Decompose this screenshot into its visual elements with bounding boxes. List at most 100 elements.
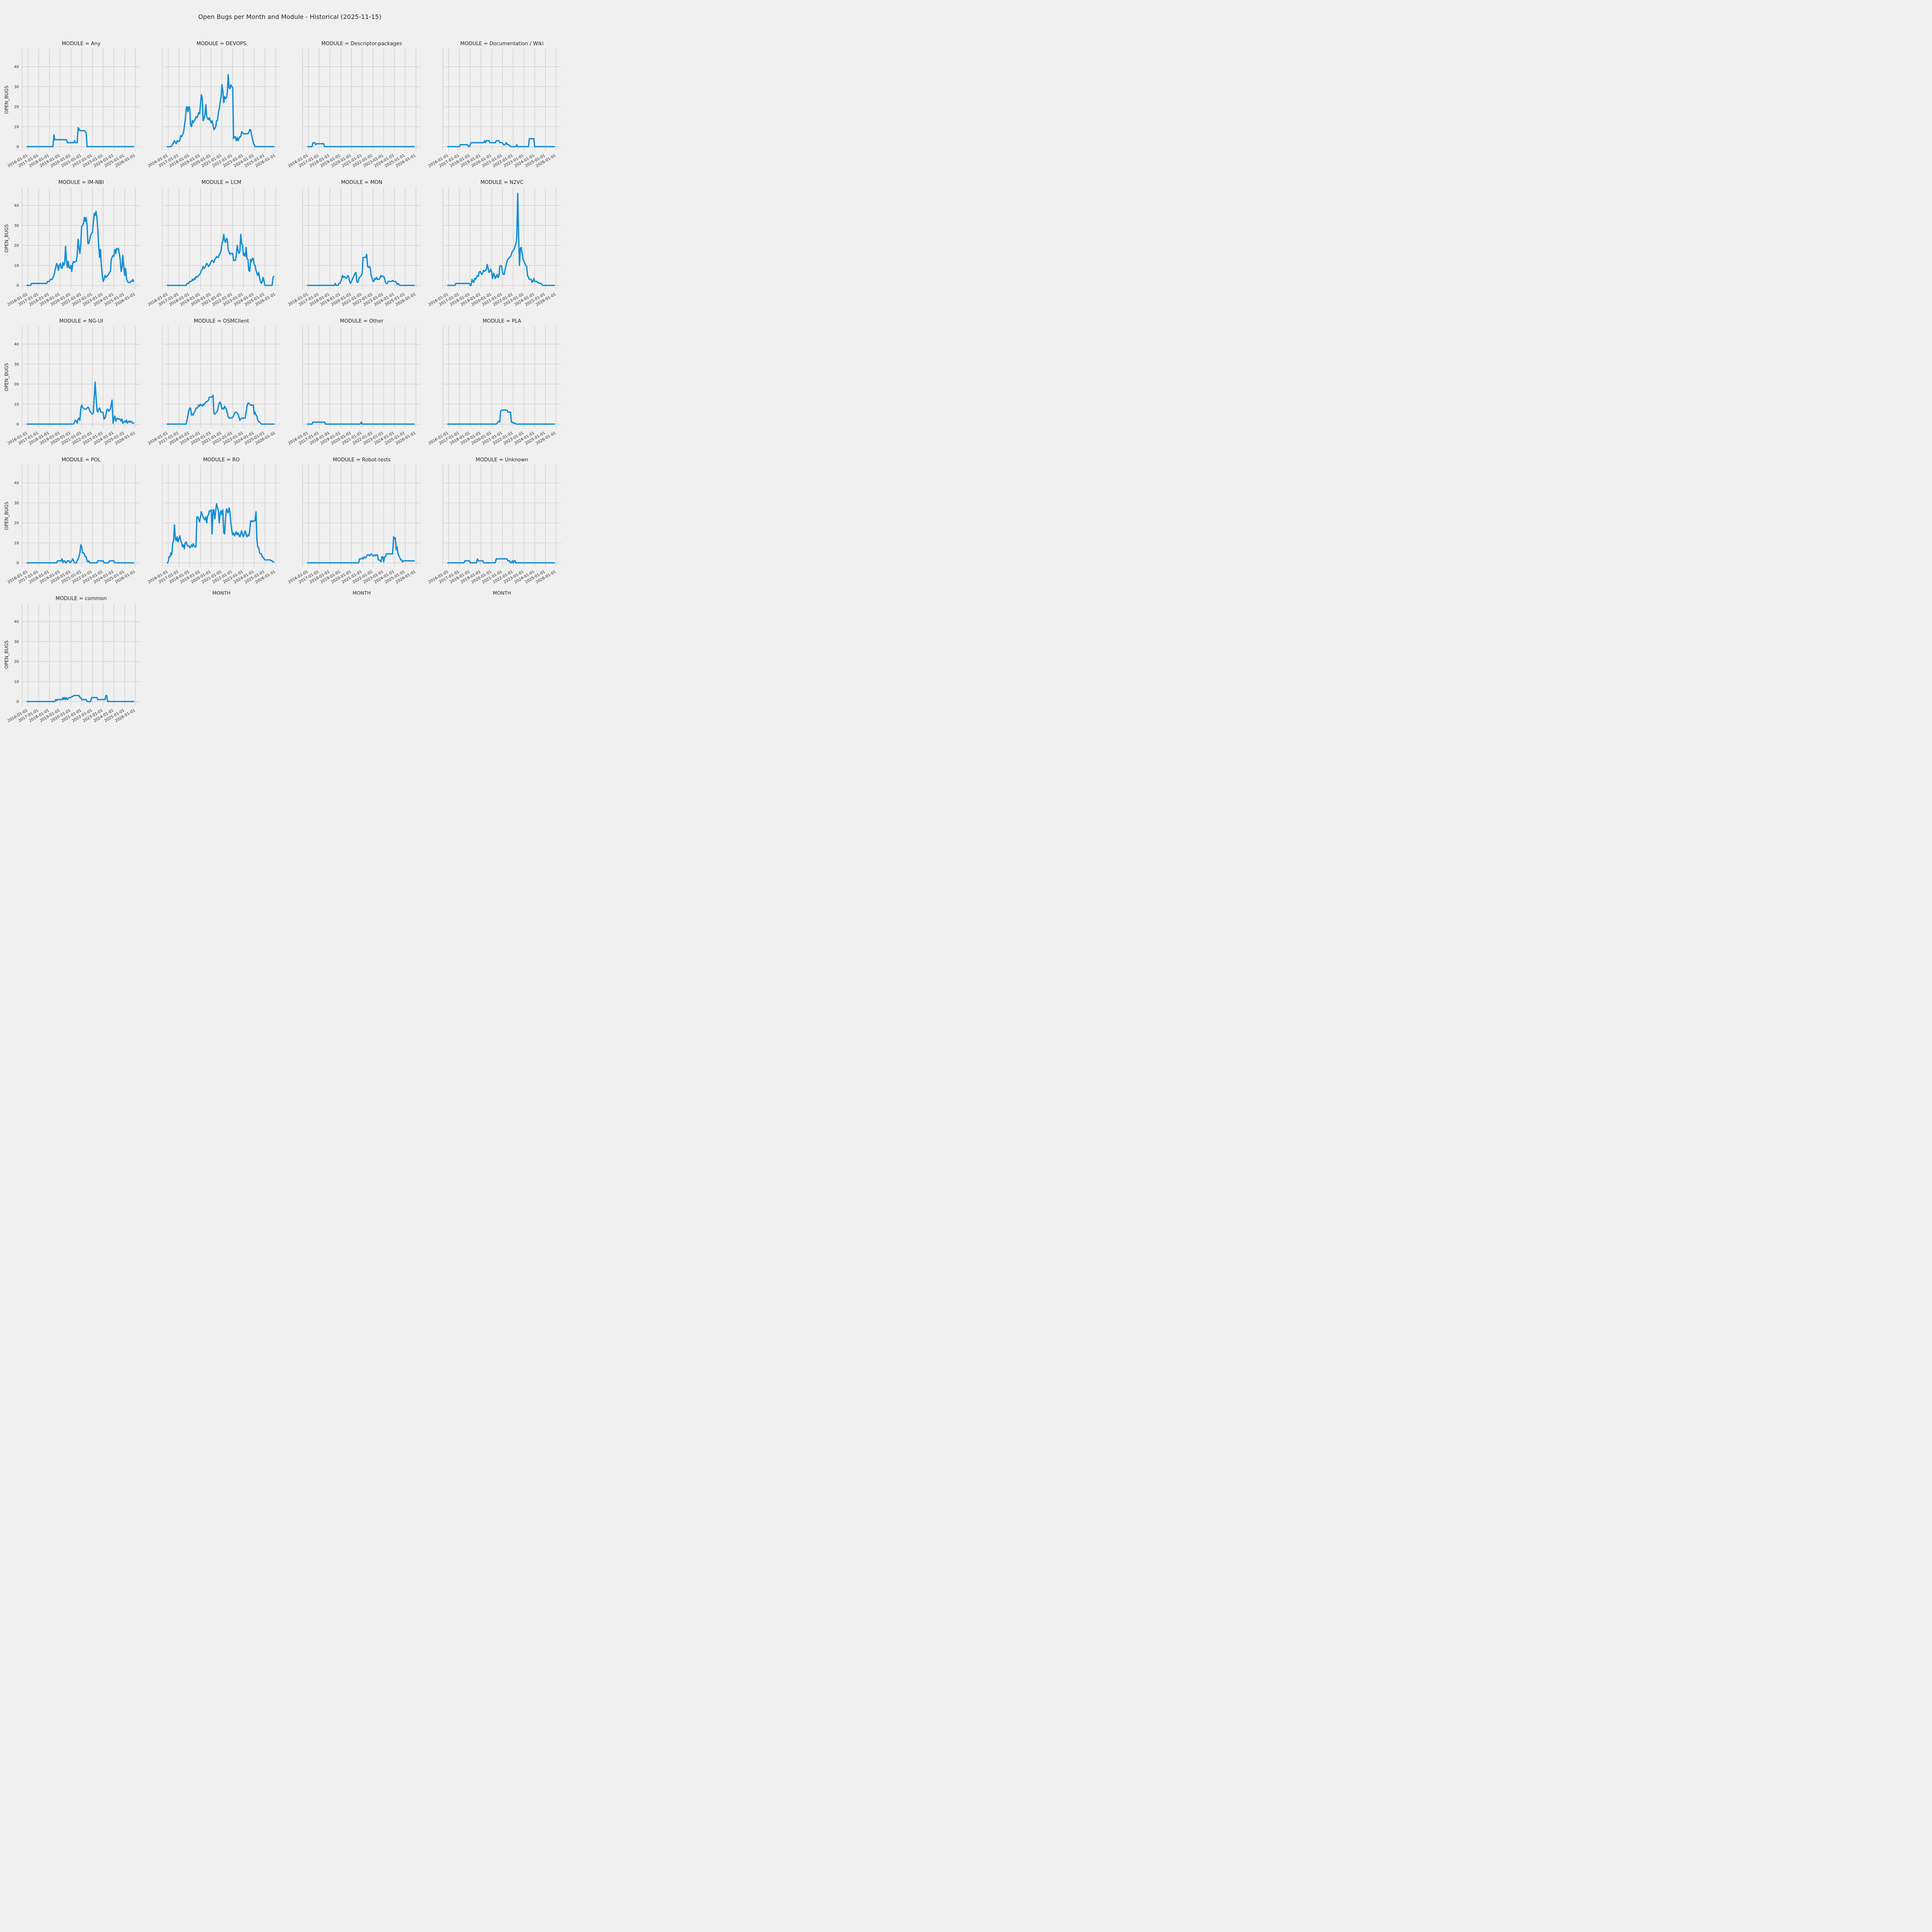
series-line (167, 503, 275, 564)
subplot-pla: MODULE = PLA2016-01-012017-01-012018-01-… (428, 318, 561, 446)
y-axis-label: OPEN_BUGS (4, 640, 9, 668)
gridlines (442, 465, 561, 567)
y-tick-label: 40 (14, 620, 19, 624)
facet-title: MODULE = Unknown (476, 457, 528, 463)
series-line (167, 233, 275, 286)
y-tick-label: 30 (14, 501, 19, 505)
facet-title: MODULE = Any (62, 41, 101, 47)
y-tick-label: 0 (17, 561, 19, 565)
facet-title: MODULE = NG-UI (59, 318, 103, 324)
subplot-n2vc: MODULE = N2VC2016-01-012017-01-012018-01… (428, 180, 561, 307)
facet-title: MODULE = common (56, 596, 107, 602)
y-tick-label: 30 (14, 640, 19, 644)
subplot-ro: MODULE = RO2016-01-012017-01-012018-01-0… (147, 457, 281, 596)
y-tick-label: 30 (14, 224, 19, 228)
subplot-unknown: MODULE = Unknown2016-01-012017-01-012018… (428, 457, 561, 596)
gridlines (22, 49, 140, 151)
y-tick-label: 0 (17, 145, 19, 149)
series-line (167, 394, 275, 425)
y-tick-label: 20 (14, 383, 19, 387)
subplot-other: MODULE = Other2016-01-012017-01-012018-0… (287, 318, 421, 446)
y-tick-label: 20 (14, 521, 19, 526)
series-line (26, 381, 134, 425)
figure-title: Open Bugs per Month and Module - Histori… (198, 13, 382, 20)
series-line (307, 536, 415, 564)
facet-title: MODULE = PLA (483, 318, 521, 324)
gridlines (22, 326, 140, 428)
y-tick-label: 20 (14, 105, 19, 109)
series-line (26, 211, 134, 286)
facet-title: MODULE = IM-NBI (58, 180, 104, 185)
y-axis-label: OPEN_BUGS (4, 502, 9, 530)
subplot-mon: MODULE = MON2016-01-012017-01-012018-01-… (287, 180, 421, 307)
gridlines (162, 326, 281, 428)
y-tick-label: 30 (14, 362, 19, 367)
subplot-common: MODULE = common2016-01-012017-01-012018-… (4, 596, 140, 723)
series-line (447, 409, 555, 425)
facet-grid-chart: MODULE = Any2016-01-012017-01-012018-01-… (4, 41, 561, 723)
series-line (26, 544, 134, 564)
facet-title: MODULE = Documentation / Wiki (460, 41, 544, 47)
gridlines (442, 326, 561, 428)
gridlines (302, 49, 421, 151)
facet-title: MODULE = POL (62, 457, 101, 463)
y-tick-label: 40 (14, 342, 19, 347)
facet-title: MODULE = OSMClient (194, 318, 249, 324)
subplot-ng-ui: MODULE = NG-UI2016-01-012017-01-012018-0… (4, 318, 140, 446)
series-line (447, 138, 555, 148)
facet-title: MODULE = LCM (201, 180, 241, 185)
series-line (26, 695, 134, 702)
y-tick-label: 0 (17, 700, 19, 704)
y-tick-label: 10 (14, 680, 19, 684)
facet-title: MODULE = DEVOPS (197, 41, 247, 47)
subplot-lcm: MODULE = LCM2016-01-012017-01-012018-01-… (147, 180, 281, 307)
subplot-any: MODULE = Any2016-01-012017-01-012018-01-… (4, 41, 140, 168)
y-tick-label: 30 (14, 85, 19, 89)
series-line (447, 558, 555, 564)
facet-title: MODULE = RO (203, 457, 240, 463)
gridlines (22, 465, 140, 567)
series-line (167, 74, 275, 148)
gridlines (302, 465, 421, 567)
facet-title: MODULE = MON (341, 180, 383, 185)
subplot-documentation-wiki: MODULE = Documentation / Wiki2016-01-012… (428, 41, 561, 168)
y-tick-label: 40 (14, 204, 19, 208)
y-axis-label: OPEN_BUGS (4, 363, 9, 391)
gridlines (302, 326, 421, 428)
y-tick-label: 20 (14, 660, 19, 664)
subplot-descriptor-packages: MODULE = Descriptor-packages2016-01-0120… (287, 41, 421, 168)
y-tick-label: 0 (17, 422, 19, 427)
x-axis-label: MONTH (352, 590, 371, 596)
y-tick-label: 10 (14, 125, 19, 129)
facet-title: MODULE = Descriptor-packages (321, 41, 402, 47)
gridlines (162, 49, 281, 151)
gridlines (442, 187, 561, 289)
subplot-im-nbi: MODULE = IM-NBI2016-01-012017-01-012018-… (4, 180, 140, 307)
facet-title: MODULE = N2VC (480, 180, 524, 185)
y-tick-label: 10 (14, 541, 19, 545)
gridlines (22, 604, 140, 706)
series-line (447, 192, 555, 286)
subplot-robot-tests: MODULE = Robot-tests2016-01-012017-01-01… (287, 457, 421, 596)
y-axis-label: OPEN_BUGS (4, 85, 9, 114)
y-axis-label: OPEN_BUGS (4, 224, 9, 252)
subplot-pol: MODULE = POL2016-01-012017-01-012018-01-… (4, 457, 140, 585)
subplot-osmclient: MODULE = OSMClient2016-01-012017-01-0120… (147, 318, 281, 446)
series-line (307, 142, 415, 148)
facet-title: MODULE = Other (340, 318, 384, 324)
gridlines (162, 465, 281, 567)
facet-title: MODULE = Robot-tests (333, 457, 391, 463)
y-tick-label: 10 (14, 264, 19, 268)
y-tick-label: 20 (14, 244, 19, 248)
x-axis-label: MONTH (493, 590, 511, 596)
gridlines (442, 49, 561, 151)
y-tick-label: 40 (14, 65, 19, 69)
y-tick-label: 0 (17, 284, 19, 288)
y-tick-label: 10 (14, 402, 19, 406)
x-axis-label: MONTH (212, 590, 230, 596)
series-line (26, 127, 134, 148)
y-tick-label: 40 (14, 481, 19, 485)
series-line (307, 253, 415, 286)
gridlines (162, 187, 281, 289)
subplot-devops: MODULE = DEVOPS2016-01-012017-01-012018-… (147, 41, 281, 168)
